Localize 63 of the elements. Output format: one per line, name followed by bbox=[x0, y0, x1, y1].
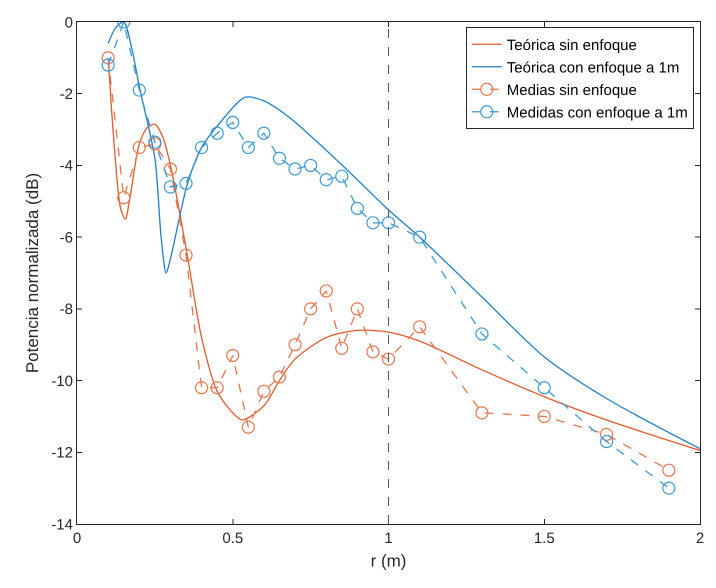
point bbox=[335, 342, 348, 355]
point bbox=[164, 180, 178, 194]
y-tick-label: -2 bbox=[60, 86, 73, 103]
x-tick-label: 1 bbox=[384, 530, 393, 547]
point bbox=[195, 381, 208, 394]
point bbox=[272, 370, 286, 384]
point bbox=[600, 434, 614, 448]
point bbox=[475, 406, 489, 420]
x-tick-label: 1.5 bbox=[534, 530, 555, 547]
legend-label: Teórica con enfoque a 1m bbox=[506, 60, 680, 77]
point bbox=[475, 327, 489, 341]
point bbox=[413, 230, 426, 244]
point bbox=[102, 51, 115, 64]
point bbox=[242, 420, 255, 434]
y-axis-title: Potencia normalizada (dB) bbox=[22, 172, 42, 374]
point bbox=[272, 152, 286, 165]
y-tick-label: -12 bbox=[51, 444, 73, 462]
point bbox=[538, 410, 551, 424]
y-tick-label: -10 bbox=[51, 372, 73, 390]
legend-label: Teórica sin enfoque bbox=[506, 37, 637, 54]
point bbox=[210, 381, 224, 394]
point bbox=[304, 302, 318, 316]
point bbox=[662, 464, 676, 477]
point bbox=[242, 140, 255, 154]
point bbox=[335, 170, 348, 183]
point bbox=[366, 216, 380, 230]
point bbox=[662, 482, 676, 495]
point bbox=[320, 173, 333, 186]
point bbox=[257, 126, 270, 140]
point bbox=[179, 248, 193, 262]
y-tick-label: -4 bbox=[60, 158, 73, 175]
point bbox=[600, 428, 614, 441]
point bbox=[257, 384, 270, 398]
point bbox=[413, 320, 426, 334]
x-tick-label: 2 bbox=[696, 530, 704, 547]
point bbox=[382, 216, 396, 230]
x-axis-title: r (m) bbox=[370, 551, 406, 570]
point bbox=[366, 345, 380, 358]
point bbox=[320, 284, 333, 298]
y-tick-label: 0 bbox=[64, 14, 73, 32]
point bbox=[195, 140, 208, 154]
y-tick-label: -8 bbox=[60, 301, 73, 318]
point bbox=[210, 126, 224, 140]
point bbox=[288, 162, 302, 176]
point bbox=[382, 352, 396, 366]
point bbox=[102, 58, 115, 72]
point bbox=[132, 140, 146, 154]
point bbox=[226, 348, 240, 362]
legend-label: Medidas con enfoque a 1m bbox=[506, 104, 688, 122]
point bbox=[288, 338, 302, 352]
point bbox=[350, 202, 364, 216]
y-tick-label: -6 bbox=[60, 229, 73, 246]
point bbox=[164, 162, 178, 176]
legend-label: Medias sin enfoque bbox=[506, 82, 637, 100]
point bbox=[350, 302, 364, 316]
point bbox=[226, 116, 240, 129]
x-tick-label: 0.5 bbox=[222, 530, 244, 547]
point bbox=[179, 176, 193, 190]
point bbox=[132, 84, 146, 97]
point bbox=[304, 158, 318, 172]
point bbox=[117, 191, 130, 204]
point bbox=[538, 381, 551, 394]
y-tick-label: -14 bbox=[51, 516, 73, 534]
